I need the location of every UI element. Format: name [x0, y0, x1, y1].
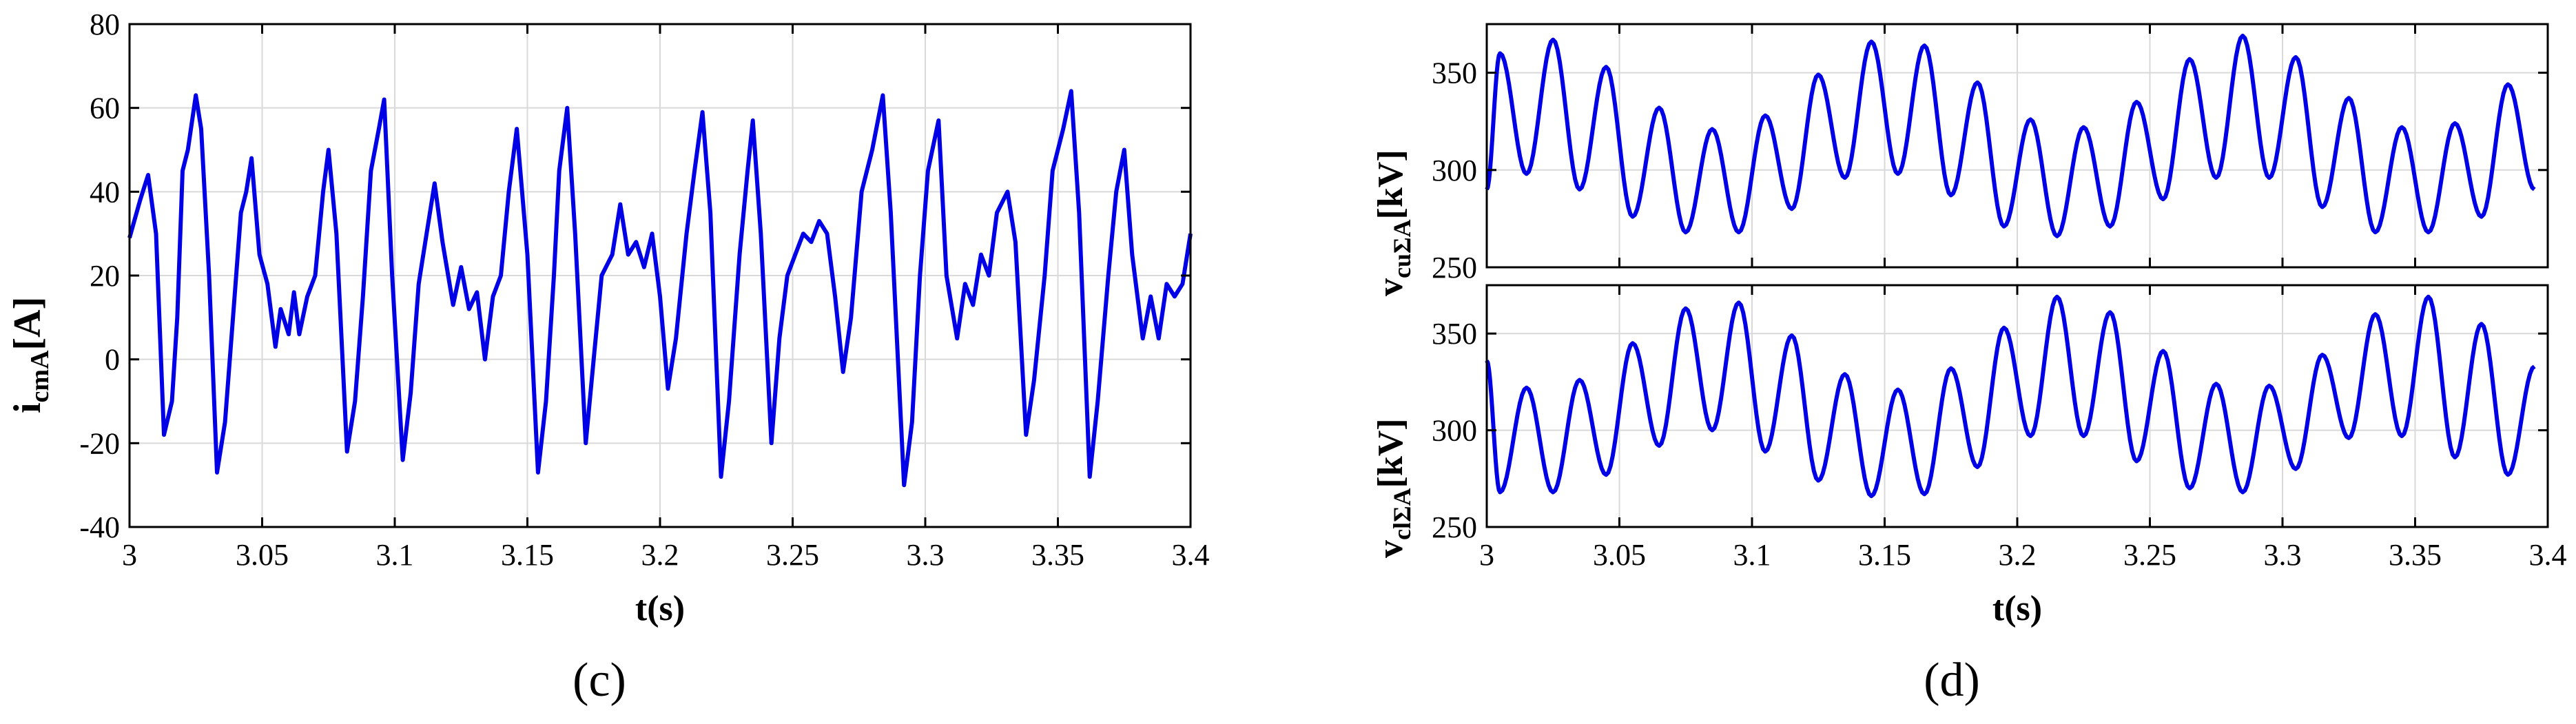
ytick-label: 300	[1432, 154, 1477, 187]
xtick-label: 3.2	[1999, 538, 2037, 572]
ytick-label: 350	[1432, 317, 1477, 351]
panel-label-d: (d)	[1924, 654, 1980, 707]
ytick-label: 40	[90, 175, 120, 209]
ticks-d-top	[1485, 24, 2549, 269]
xtick-label: 3.1	[1733, 538, 1771, 572]
ytick-label: 0	[105, 343, 120, 377]
ytick-label: 300	[1432, 414, 1477, 448]
series-line-vcl	[1485, 294, 2536, 499]
xtick-label: 3.35	[1031, 538, 1084, 572]
ytick-label: 350	[1432, 56, 1477, 90]
xtick-label: 3.15	[1858, 538, 1911, 572]
xtick-label: 3	[122, 538, 137, 572]
xtick-label: 3.15	[501, 538, 554, 572]
xtick-label: 3.3	[2264, 538, 2302, 572]
xtick-label: 3	[1479, 538, 1494, 572]
ytick-labels-c: -40 -20 0 20 40 60 80	[79, 8, 120, 544]
grid-d-top	[1486, 24, 2548, 268]
ticks-d-bottom	[1485, 285, 2549, 528]
xtick-label: 3.25	[2123, 538, 2176, 572]
xlabel-c: t(s)	[635, 589, 685, 628]
xtick-label: 3.4	[1172, 538, 1210, 572]
xlabel-d: t(s)	[1992, 589, 2042, 628]
ytick-labels-d-bottom: 250 300 350	[1432, 317, 1477, 544]
xtick-label: 3.05	[236, 538, 289, 572]
ylabel-d-bottom: vclΣA[kV]	[1371, 418, 1416, 558]
xtick-label: 3.4	[2529, 538, 2567, 572]
xtick-label: 3.35	[2389, 538, 2442, 572]
xtick-labels-c: 3 3.05 3.1 3.15 3.2 3.25 3.3 3.35 3.4	[122, 538, 1210, 572]
xtick-label: 3.05	[1593, 538, 1646, 572]
xtick-label: 3.25	[766, 538, 819, 572]
ytick-labels-d-top: 250 300 350	[1432, 56, 1477, 285]
chart-panel-c: 3 3.05 3.1 3.15 3.2 3.25 3.3 3.35 3.4 -40 -20 0 20 4…	[6, 8, 1210, 707]
ytick-label: 20	[90, 259, 120, 293]
ytick-label: 250	[1432, 251, 1477, 285]
panel-label-c: (c)	[573, 654, 626, 707]
ticks-c	[128, 23, 1192, 528]
ytick-label: -40	[79, 510, 120, 544]
ylabel-c: icmA[A]	[6, 297, 54, 413]
ytick-label: 250	[1432, 510, 1477, 544]
series-line-icma	[127, 89, 1193, 488]
series-line-vcu	[1485, 33, 2536, 238]
xtick-labels-d: 3 3.05 3.1 3.15 3.2 3.25 3.3 3.35 3.4	[1479, 538, 2567, 572]
xtick-label: 3.1	[376, 538, 414, 572]
ylabel-d-top: vcuΣA[kV]	[1371, 149, 1416, 296]
ytick-label: 60	[90, 92, 120, 125]
ytick-label: 80	[90, 8, 120, 41]
ytick-label: -20	[79, 426, 120, 460]
chart-panel-d-top: 250 300 350 vcuΣA[kV]	[1371, 23, 2549, 296]
chart-panel-d-bottom: 3 3.05 3.1 3.15 3.2 3.25 3.3 3.35 3.4 250300350 …	[1371, 284, 2567, 707]
grid-c	[129, 23, 1191, 528]
xtick-label: 3.3	[907, 538, 945, 572]
xtick-label: 3.2	[641, 538, 679, 572]
